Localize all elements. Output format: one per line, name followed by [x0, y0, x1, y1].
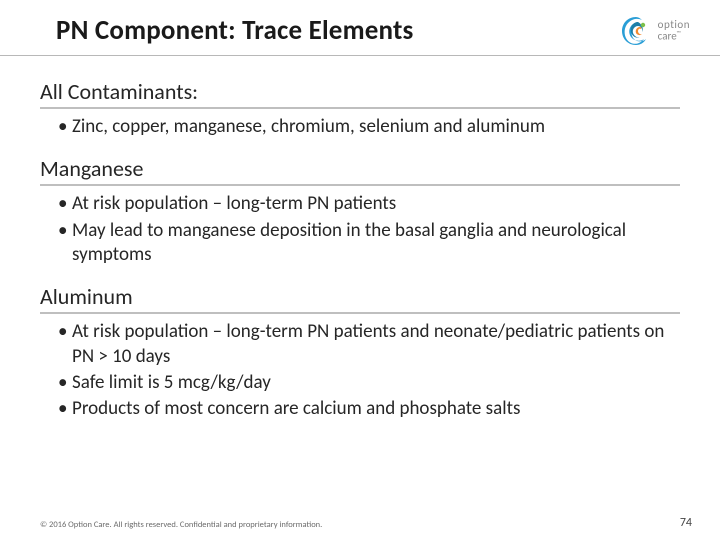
- logo-line2: care: [658, 30, 677, 43]
- logo-swirl-icon: [620, 15, 652, 47]
- section-heading: Manganese: [40, 155, 680, 186]
- slide-title: PN Component: Trace Elements: [56, 14, 414, 47]
- bullet-item: At risk population – long-term PN patien…: [58, 192, 680, 216]
- section-heading: Aluminum: [40, 283, 680, 314]
- copyright-text: © 2016 Option Care. All rights reserved.…: [40, 520, 322, 530]
- bullet-item: May lead to manganese deposition in the …: [58, 219, 680, 268]
- section-heading: All Contaminants:: [40, 78, 680, 109]
- bullet-item: Safe limit is 5 mcg/kg/day: [58, 371, 680, 395]
- page-number: 74: [680, 516, 692, 530]
- bullet-list: At risk population – long-term PN patien…: [40, 188, 680, 275]
- bullet-list: Zinc, copper, manganese, chromium, selen…: [40, 111, 680, 147]
- logo-tm: ™: [677, 29, 681, 37]
- bullet-item: Products of most concern are calcium and…: [58, 397, 680, 421]
- logo: option care™: [620, 15, 690, 47]
- slide-content: All Contaminants: Zinc, copper, manganes…: [0, 56, 720, 430]
- logo-text: option care™: [658, 19, 690, 42]
- bullet-item: At risk population – long-term PN patien…: [58, 320, 680, 369]
- bullet-list: At risk population – long-term PN patien…: [40, 316, 680, 429]
- slide-header: PN Component: Trace Elements option care…: [0, 0, 720, 56]
- slide: PN Component: Trace Elements option care…: [0, 0, 720, 540]
- slide-footer: © 2016 Option Care. All rights reserved.…: [40, 516, 692, 530]
- bullet-item: Zinc, copper, manganese, chromium, selen…: [58, 115, 680, 139]
